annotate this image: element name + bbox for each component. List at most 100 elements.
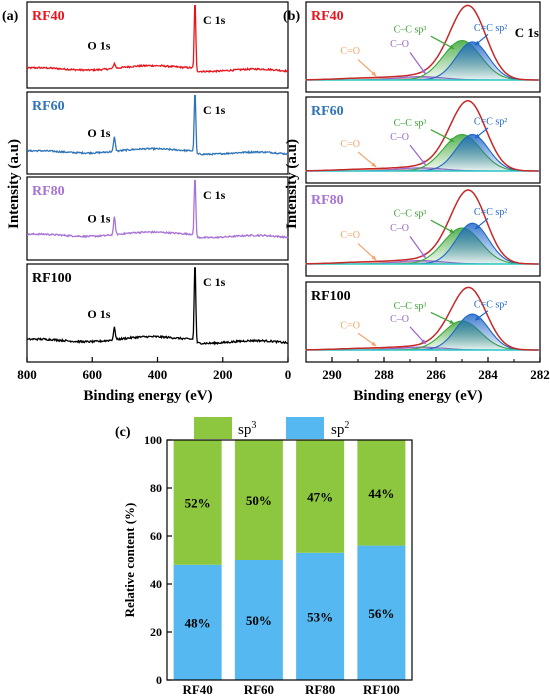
x-tick-label: 288 (374, 367, 394, 382)
annotation-label-co: C–O (390, 39, 409, 50)
o1s-peak-label: O 1s (87, 212, 110, 226)
x-tick-label: 290 (322, 367, 342, 382)
x-tick-label: 200 (213, 367, 233, 382)
annotation-label-co: C–O (390, 223, 409, 234)
annotation-label-ccsp3: C–C sp³ (394, 25, 427, 36)
spectrum-line-rf60 (26, 94, 289, 156)
panel-b-sample-label: RF60 (311, 104, 344, 119)
o1s-peak-label: O 1s (87, 38, 110, 52)
x-category-label: RF40 (182, 682, 212, 696)
annotation-arrowhead-ceqo (371, 71, 377, 76)
panel-b-subplot-frame (305, 96, 541, 184)
panel-b-subplots (305, 1, 541, 363)
panel-b-subplot-frame (305, 281, 541, 363)
annotation-arrowhead-ccsp2 (475, 40, 480, 46)
x-tick-label: 286 (426, 367, 446, 382)
legend-label-sp2: sp2 (331, 420, 349, 438)
x-tick-label: 282 (530, 367, 550, 382)
fit-envelope (306, 286, 539, 351)
panel-b: (b) RF40 C=O C–O C–C sp³ C=C sp² RF60 C=O C–O C–… (283, 1, 550, 404)
panel-a-tag: (a) (2, 9, 19, 24)
o1s-peak-label: O 1s (87, 126, 110, 140)
annotation-arrowhead-ccsp3 (449, 44, 455, 49)
annotation-arrowhead-co (421, 69, 426, 74)
c1s-peak-label: C 1s (203, 13, 226, 27)
annotation-arrowhead-ceqo (371, 255, 377, 260)
x-tick-label: 800 (17, 367, 37, 382)
annotation-label-ceqo: C=O (340, 230, 360, 241)
panel-a-subplot-frame (26, 176, 289, 261)
annotation-label-ccsp2: C=C sp² (474, 23, 507, 34)
panel-b-title: C 1s (515, 25, 539, 40)
bar-sp2-rf40 (173, 564, 222, 680)
annotation-label-ccsp3: C–C sp³ (394, 301, 427, 312)
annotation-arrowhead-ccsp3 (449, 228, 455, 233)
bar-sp2-rf60 (234, 560, 283, 680)
annotation-label-ccsp2: C=C sp² (474, 117, 507, 128)
annotation-label-ceqo: C=O (340, 320, 360, 331)
annotation-arrowhead-ccsp2 (475, 224, 480, 230)
bar-label-sp2: 53% (307, 609, 333, 624)
annotation-label-ceqo: C=O (340, 46, 360, 57)
annotation-label-ceqo: C=O (340, 139, 360, 150)
y-tick-label: 40 (150, 577, 162, 591)
bar-label-sp2: 50% (246, 613, 272, 628)
legend-swatch-sp2 (286, 417, 324, 439)
c1s-peak-label: C 1s (203, 188, 226, 202)
bar-sp2-rf80 (296, 552, 345, 680)
panel-c-ylabel: Relative content (%) (122, 503, 137, 618)
y-tick-label: 0 (156, 673, 162, 687)
annotation-arrowhead-ccsp3 (449, 137, 455, 142)
annotation-arrowhead-ceqo (371, 162, 377, 167)
x-tick-label: 284 (478, 367, 498, 382)
panel-b-subplot-frame (305, 1, 541, 93)
panel-a-xlabel: Binding energy (eV) (83, 388, 212, 404)
bar-label-sp3: 47% (307, 489, 333, 504)
panel-a: (a) RF40 O 1s C 1s RF60 O 1s C 1s RF80 O 1s C 1s… (2, 1, 291, 404)
panel-b-fits (305, 4, 540, 351)
panel-a-sample-label: RF40 (32, 9, 65, 24)
panel-c-tag: (c) (115, 425, 131, 440)
bar-label-sp2: 56% (368, 606, 394, 621)
panel-b-xlabel: Binding energy (eV) (353, 388, 482, 404)
annotation-arrowhead-ccsp2 (475, 316, 480, 321)
bar-sp3-rf60 (234, 440, 283, 560)
annotation-arrowhead-ccsp3 (449, 319, 455, 324)
annotation-label-co: C–O (390, 314, 409, 325)
x-category-label: RF100 (363, 682, 400, 696)
x-tick-label: 400 (148, 367, 168, 382)
annotation-label-co: C–O (390, 132, 409, 143)
x-category-label: RF80 (305, 682, 335, 696)
c1s-peak-label: C 1s (203, 103, 226, 117)
panel-a-x-axis: 800 600 400 200 0 (17, 357, 291, 382)
c1s-peak-label: C 1s (203, 275, 226, 289)
bar-label-sp3: 50% (246, 493, 272, 508)
panel-b-sample-label: RF100 (311, 289, 351, 304)
panel-c-bars: 48% 52% 50% 50% 53% 47% 56% 44% (173, 440, 406, 680)
bar-label-sp3: 44% (368, 486, 394, 501)
bar-sp3-rf100 (357, 440, 406, 546)
spectrum-line-rf40 (26, 4, 289, 74)
bar-label-sp2: 48% (185, 615, 211, 630)
x-tick-label: 0 (285, 367, 292, 382)
panel-b-ylabel: Intensity (a.u) (284, 139, 300, 229)
y-tick-label: 20 (150, 625, 162, 639)
panel-a-sample-label: RF100 (32, 271, 72, 286)
annotation-arrowhead-ccsp2 (475, 133, 480, 139)
panel-c-axes: RF40 RF60 RF80 RF100 0 20 40 60 80 100 (144, 433, 413, 696)
y-tick-label: 60 (150, 529, 162, 543)
x-category-label: RF60 (244, 682, 274, 696)
panel-a-sample-label: RF80 (32, 184, 65, 199)
panel-a-spectra (26, 4, 289, 346)
panel-b-labels: RF40 C=O C–O C–C sp³ C=C sp² RF60 C=O C–O C–C sp… (311, 9, 507, 347)
panel-c-frame (166, 439, 413, 681)
panel-b-sample-label: RF80 (311, 193, 344, 208)
annotation-label-ccsp3: C–C sp³ (394, 118, 427, 129)
annotation-label-ccsp2: C=C sp² (474, 300, 507, 311)
y-tick-label: 80 (150, 481, 162, 495)
bar-sp2-rf100 (357, 545, 406, 680)
annotation-arrowhead-ceqo (371, 341, 377, 346)
spectrum-line-rf100 (26, 267, 289, 346)
legend-label-sp3: sp3 (238, 420, 256, 438)
